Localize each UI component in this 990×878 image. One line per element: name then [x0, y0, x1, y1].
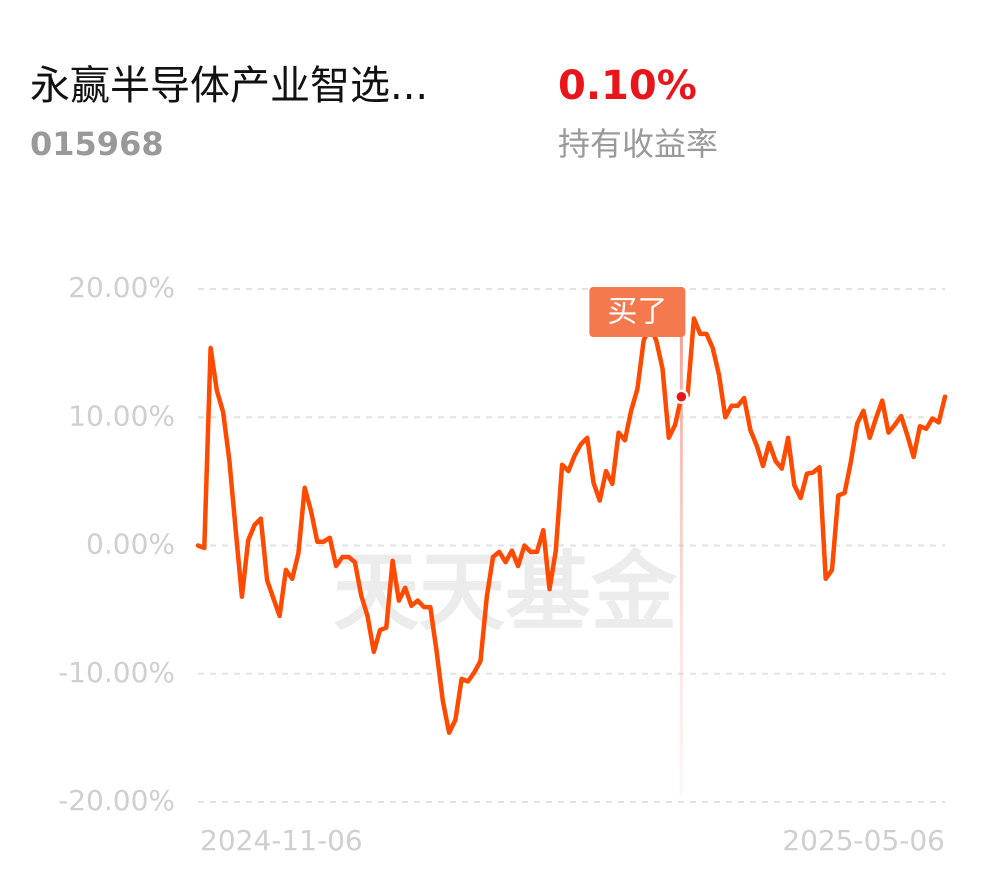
fund-code: 015968: [30, 125, 164, 163]
buy-line: [679, 300, 683, 795]
y-tick-label: 20.00%: [68, 271, 175, 304]
y-tick-label: -20.00%: [58, 784, 175, 817]
y-tick-label: -10.00%: [58, 656, 175, 689]
buy-tag: [589, 287, 686, 337]
y-tick-label: 0.00%: [86, 528, 175, 561]
return-value: 0.10%: [558, 63, 697, 109]
x-tick-label: 2025-05-06: [782, 824, 945, 857]
y-tick-label: 10.00%: [68, 399, 175, 432]
buy-tag-text: 买了: [607, 295, 667, 330]
x-tick-label: 2024-11-06: [200, 824, 363, 857]
series-line: [195, 316, 948, 735]
fund-title: 永赢半导体产业智选...: [30, 63, 428, 109]
return-label: 持有收益率: [558, 125, 718, 163]
buy-point: [674, 389, 689, 404]
